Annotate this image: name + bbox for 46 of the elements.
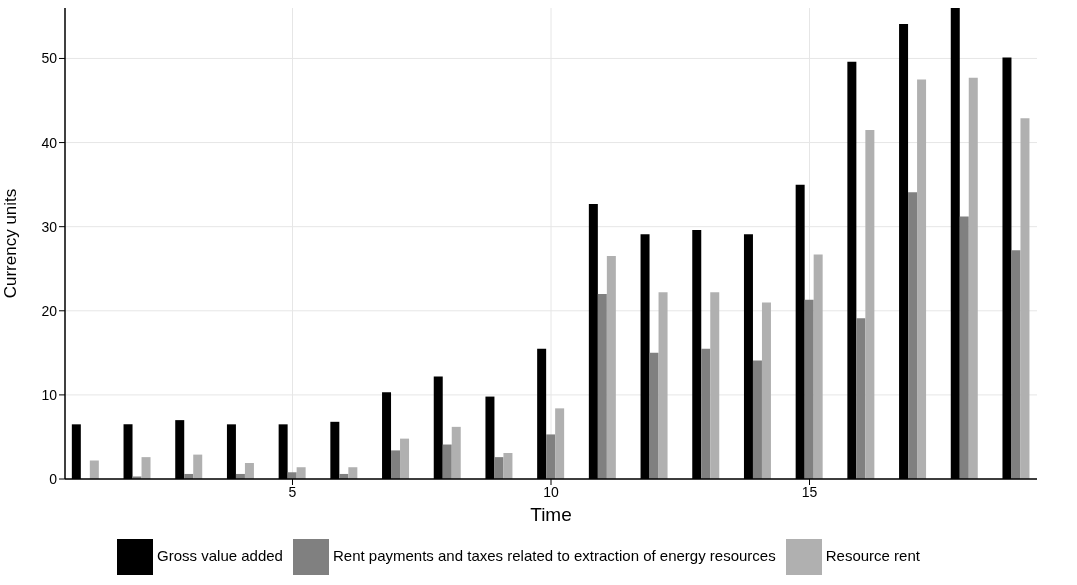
bar — [442, 444, 452, 479]
bar — [865, 129, 875, 479]
bar — [555, 408, 565, 479]
y-tick-label: 0 — [49, 470, 58, 487]
bar — [89, 460, 99, 479]
bar — [1020, 118, 1030, 479]
bar — [908, 192, 918, 479]
bar — [752, 360, 762, 479]
bar — [658, 292, 668, 479]
bar — [503, 452, 513, 479]
y-tick-label: 50 — [41, 50, 58, 67]
bar — [804, 299, 814, 479]
bar — [193, 454, 203, 479]
legend-label: Gross value added — [157, 546, 283, 564]
x-axis-title: Time — [530, 504, 572, 525]
bar — [968, 77, 978, 479]
y-tick-label: 40 — [41, 134, 58, 151]
bar — [494, 457, 504, 479]
y-axis-title: Currency units — [1, 188, 21, 299]
x-tick-label: 10 — [543, 483, 559, 500]
bar — [917, 79, 927, 479]
bar — [451, 426, 461, 479]
y-tick-label: 10 — [41, 386, 58, 403]
bar — [761, 302, 771, 479]
bar — [141, 457, 151, 479]
bar — [348, 467, 358, 479]
bar — [606, 256, 616, 479]
bar — [813, 254, 823, 479]
bar — [959, 216, 969, 479]
bar — [649, 352, 659, 479]
bar — [244, 463, 254, 479]
bar — [391, 450, 401, 479]
x-tick-label: 15 — [801, 483, 818, 500]
bar — [701, 348, 711, 479]
bar — [546, 434, 556, 479]
legend-label: Resource rent — [825, 546, 920, 564]
bar — [400, 438, 410, 479]
bar — [856, 318, 866, 479]
bar — [710, 292, 720, 479]
x-tick-label: 5 — [288, 483, 297, 500]
bar — [597, 293, 607, 479]
y-tick-label: 30 — [41, 218, 58, 235]
bar — [296, 467, 306, 479]
legend-label: Rent payments and taxes related to extraction of energy resources — [332, 546, 776, 564]
y-tick-label: 20 — [41, 302, 58, 319]
bar — [1011, 250, 1021, 479]
